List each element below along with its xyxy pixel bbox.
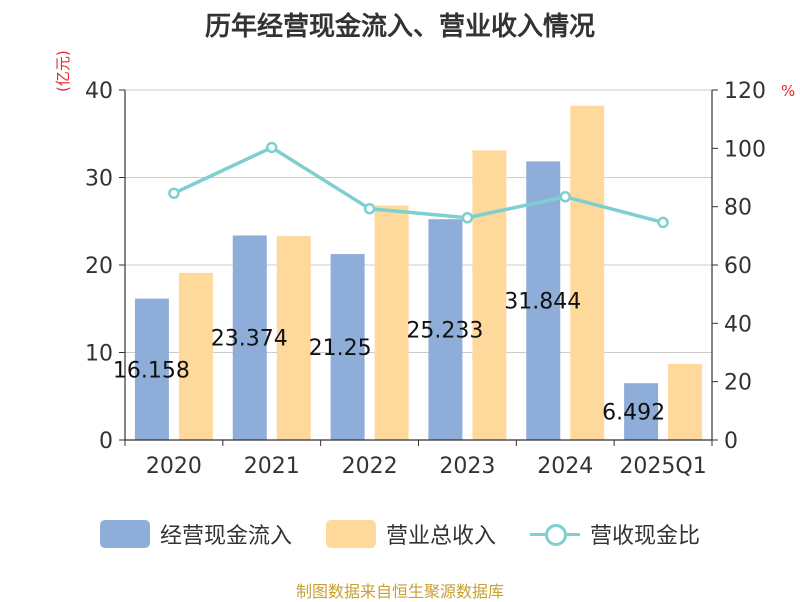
legend-swatch-revenue [325,520,376,548]
legend-swatch-cash-inflow [99,520,150,548]
point-ratio [363,202,376,215]
y-right-tick-label: 40 [724,312,752,337]
y-right-tick-label: 100 [724,137,766,162]
bar-cash-inflow [134,298,169,440]
x-tick-label: 2023 [439,454,495,479]
y-left-tick-label: 0 [99,429,113,454]
y-right-tick-label: 80 [724,196,752,221]
y-right-tick-label: 20 [724,371,752,396]
point-ratio [461,212,474,224]
bar-cash-inflow [428,219,463,440]
bar-cash-inflow [330,254,365,440]
data-label-cash-inflow: 23.374 [211,327,288,352]
y-right-unit: % [781,82,796,100]
point-ratio [266,141,278,154]
y-left-tick-label: 40 [85,79,113,104]
legend-label-ratio: 营收现金比 [590,524,701,549]
x-tick-label: 2021 [244,454,300,479]
bar-revenue [472,150,507,440]
bar-revenue [570,105,605,440]
y-left-tick-label: 30 [85,167,113,192]
data-label-cash-inflow: 21.25 [309,336,372,361]
bar-revenue [178,272,213,440]
point-ratio [168,187,180,199]
bar-revenue [374,205,409,440]
data-label-cash-inflow: 31.844 [504,290,581,315]
data-label-cash-inflow: 16.158 [113,358,190,383]
legend-swatch-ratio [530,520,580,548]
bar-cash-inflow [624,383,659,440]
bar-revenue [276,236,311,440]
y-right-tick-label: 0 [724,429,738,454]
legend-item-revenue[interactable]: 营业总收入 [325,518,496,550]
legend-item-ratio[interactable]: 营收现金比 [530,518,700,550]
bar-cash-inflow [232,235,267,440]
source-note: 制图数据来自恒生聚源数据库 [295,582,504,601]
x-tick-label: 2022 [342,454,398,479]
y-right-tick-label: 120 [724,79,766,104]
x-tick-label: 2024 [537,454,593,479]
data-label-cash-inflow: 6.492 [602,401,665,426]
line-ratio [173,145,664,225]
point-ratio [657,216,669,229]
legend-label-cash-inflow: 经营现金流入 [159,524,292,549]
legend-item-cash-inflow[interactable]: 经营现金流入 [99,518,292,550]
y-left-tick-label: 20 [85,254,113,279]
data-label-cash-inflow: 25.233 [406,319,483,344]
x-tick-label: 2025Q1 [619,454,706,479]
y-left-tick-label: 10 [85,342,113,367]
bar-revenue [668,363,703,440]
x-tick-label: 2020 [146,454,202,479]
legend: 经营现金流入 营业总收入 营收现金比 [0,518,800,550]
chart-title: 历年经营现金流入、营业收入情况 [204,12,595,42]
point-ratio [559,191,571,203]
bar-cash-inflow [526,161,561,441]
legend-label-revenue: 营业总收入 [385,524,496,549]
y-right-tick-label: 60 [724,254,752,279]
